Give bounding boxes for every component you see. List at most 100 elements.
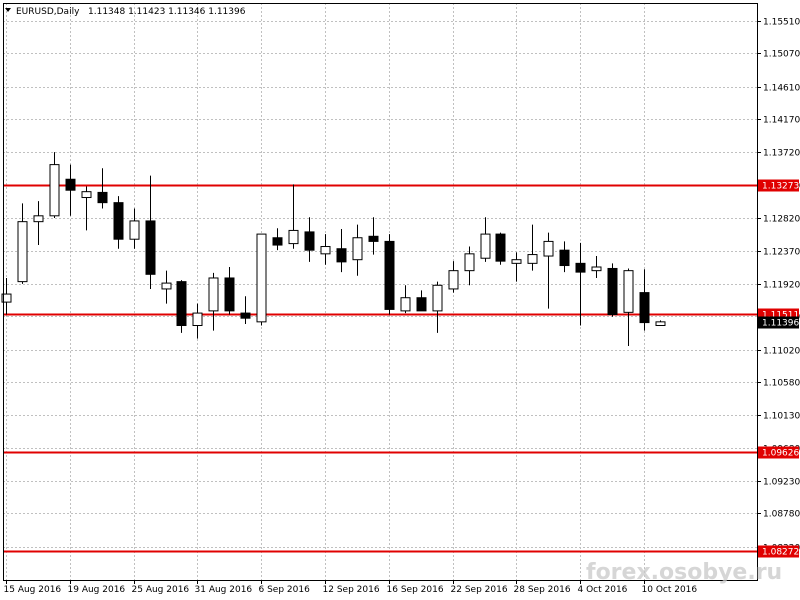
x-tick-label: 25 Aug 2016 xyxy=(132,585,190,595)
candle xyxy=(113,196,124,249)
level-price-label: 1.11511 xyxy=(762,311,799,321)
candle-body xyxy=(575,262,586,273)
candle-body xyxy=(527,254,538,264)
x-tick-label: 12 Sep 2016 xyxy=(323,585,380,595)
candle xyxy=(368,217,379,255)
candle xyxy=(208,272,219,331)
level-price-label: 1.09626 xyxy=(762,449,799,459)
candle xyxy=(623,268,634,346)
candle xyxy=(256,233,267,326)
candle xyxy=(575,242,586,326)
candle-body xyxy=(623,270,634,313)
candle xyxy=(352,224,363,276)
candle xyxy=(176,280,187,333)
x-tick-label: 28 Sep 2016 xyxy=(514,585,571,595)
x-tick-label: 15 Aug 2016 xyxy=(4,585,62,595)
candle xyxy=(240,296,251,325)
level-price-label: 1.13273 xyxy=(762,182,799,192)
candle xyxy=(81,186,92,231)
candle xyxy=(543,232,554,309)
current-price-label: 1.11396 xyxy=(762,319,799,329)
plot-frame xyxy=(3,3,758,581)
x-tick-label: 4 Oct 2016 xyxy=(578,585,628,595)
candle-body xyxy=(655,321,666,327)
chart-header: EURUSD,Daily 1.11348 1.11423 1.11346 1.1… xyxy=(5,7,246,17)
candle-body xyxy=(400,297,411,312)
candle-body xyxy=(559,249,570,267)
candle-body xyxy=(320,246,331,255)
grid xyxy=(3,3,757,580)
candle-body xyxy=(17,221,28,283)
candle-body xyxy=(129,220,140,240)
candle xyxy=(432,281,443,333)
x-tick-label: 19 Aug 2016 xyxy=(68,585,126,595)
candle xyxy=(33,201,44,246)
watermark-text: forex.osobye.ru xyxy=(586,560,782,585)
candle-body xyxy=(639,292,650,324)
y-tick-label: 1.13720 xyxy=(763,149,800,159)
candle-body xyxy=(495,233,506,262)
candle xyxy=(1,277,12,315)
candle xyxy=(511,252,522,282)
candle xyxy=(448,261,459,293)
candle xyxy=(288,184,299,249)
candle xyxy=(416,290,427,312)
candle-body xyxy=(448,270,459,290)
candle xyxy=(400,285,411,314)
axes: 1.15510 1.15070 1.14610 1.14170 1.13720 1.132… xyxy=(3,3,800,595)
symbol-label: EURUSD,Daily xyxy=(16,7,80,17)
candle-body xyxy=(480,233,491,259)
candle-body xyxy=(432,284,443,312)
y-tick-label: 1.11020 xyxy=(763,347,800,357)
symbol-menu-icon[interactable] xyxy=(5,8,11,12)
candle xyxy=(480,217,491,262)
candle-body xyxy=(416,297,427,312)
candle xyxy=(161,270,172,304)
y-tick-label: 1.12370 xyxy=(763,248,800,258)
candle xyxy=(65,164,76,216)
ohlc-values: 1.11348 1.11423 1.11346 1.11396 xyxy=(88,7,246,17)
level-price-tag xyxy=(758,179,799,192)
x-tick-label: 16 Sep 2016 xyxy=(387,585,444,595)
candle-body xyxy=(384,240,395,310)
candle-body xyxy=(192,312,203,327)
candle-body xyxy=(176,281,187,327)
candle-body xyxy=(49,164,60,217)
support-resistance-lines xyxy=(3,184,757,553)
y-tick-label: 1.15070 xyxy=(763,50,800,60)
y-tick-label: 1.10130 xyxy=(763,412,800,422)
candle xyxy=(320,234,331,265)
candle-body xyxy=(65,178,76,191)
candle-body xyxy=(336,248,347,263)
candle xyxy=(607,263,618,317)
candle-body xyxy=(224,277,235,312)
candle-body xyxy=(464,253,475,272)
candle xyxy=(145,175,156,289)
candle xyxy=(224,267,235,315)
x-tick-label: 31 Aug 2016 xyxy=(195,585,253,595)
candle-body xyxy=(288,229,299,245)
current-price-tag xyxy=(758,316,799,329)
candle xyxy=(591,256,602,278)
x-tick-label: 22 Sep 2016 xyxy=(451,585,508,595)
y-tick-label: 1.14170 xyxy=(763,116,800,126)
x-tick-label: 6 Sep 2016 xyxy=(259,585,311,595)
y-tick-label: 1.11920 xyxy=(763,281,800,291)
candle xyxy=(97,168,108,209)
candle-body xyxy=(272,237,283,246)
candle-body xyxy=(81,191,92,199)
candle xyxy=(559,241,570,273)
candle xyxy=(639,269,650,331)
candle-body xyxy=(368,235,379,242)
x-tick-label: 10 Oct 2016 xyxy=(642,585,698,595)
candle xyxy=(384,234,395,315)
candle xyxy=(464,246,475,286)
y-tick-label: 1.15510 xyxy=(763,18,800,28)
candle xyxy=(655,320,666,327)
candle-body xyxy=(1,293,12,303)
y-tick-label: 1.10580 xyxy=(763,379,800,389)
candle-body xyxy=(161,282,172,290)
candle-body xyxy=(145,220,156,275)
candle-body xyxy=(511,259,522,264)
